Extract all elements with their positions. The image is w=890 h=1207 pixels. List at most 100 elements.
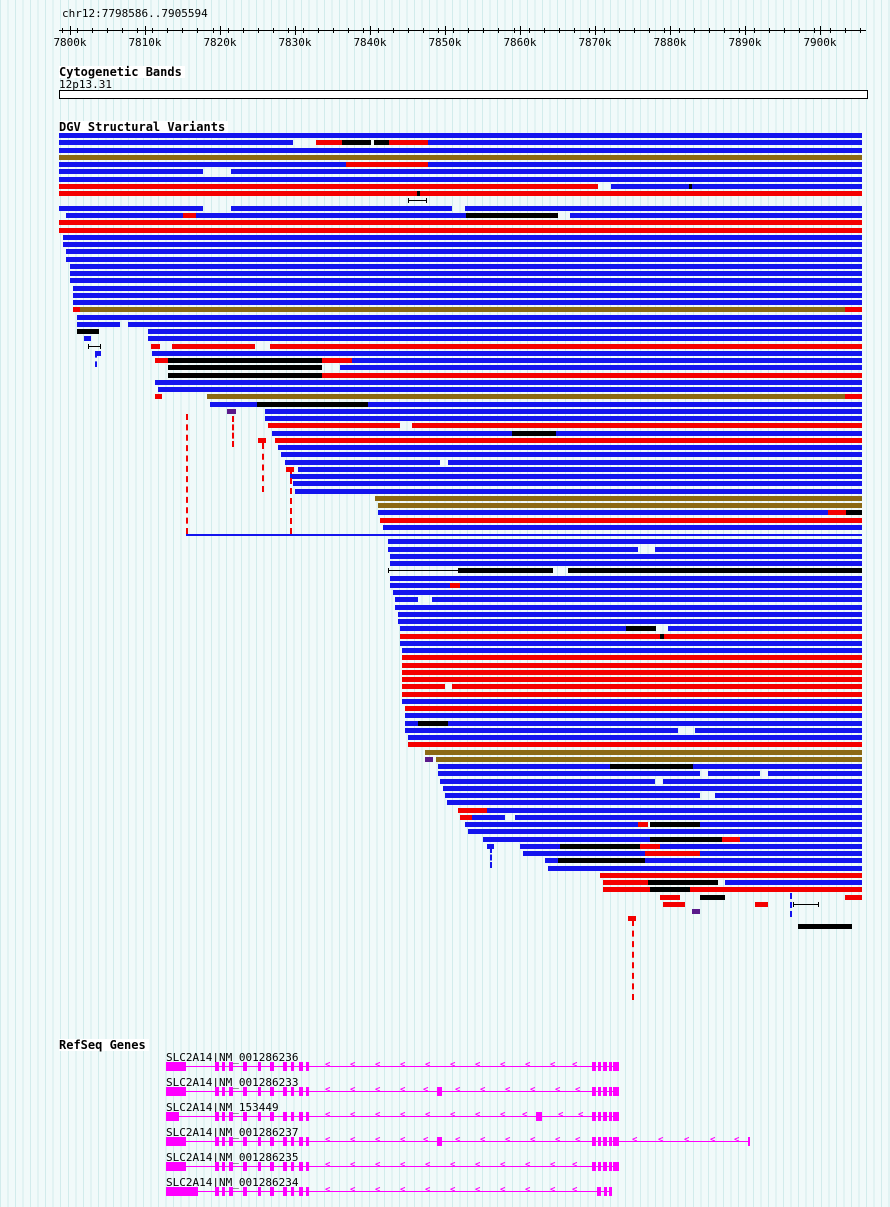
- variant-bar[interactable]: [152, 351, 862, 356]
- gene-exon[interactable]: [299, 1137, 303, 1146]
- variant-bar[interactable]: [405, 706, 862, 711]
- gene-exon[interactable]: [166, 1112, 179, 1121]
- variant-bar[interactable]: [231, 206, 452, 211]
- variant-bar[interactable]: [450, 583, 460, 588]
- gene-exon[interactable]: [306, 1137, 309, 1146]
- gene-exon[interactable]: [299, 1087, 303, 1096]
- gene-exon[interactable]: [306, 1162, 309, 1171]
- gene-exon[interactable]: [215, 1137, 219, 1146]
- variant-bar[interactable]: [402, 677, 862, 682]
- variant-bar[interactable]: [155, 358, 168, 363]
- variant-bar[interactable]: [845, 895, 862, 900]
- variant-bar[interactable]: [59, 228, 862, 233]
- variant-bar[interactable]: [398, 612, 862, 617]
- gene-exon[interactable]: [536, 1112, 542, 1121]
- gene-exon[interactable]: [243, 1112, 247, 1121]
- variant-bar[interactable]: [95, 351, 101, 356]
- gene-exon[interactable]: [166, 1087, 186, 1096]
- variant-bar[interactable]: [428, 140, 862, 145]
- variant-bar[interactable]: [258, 438, 266, 443]
- gene-exon[interactable]: [603, 1137, 607, 1146]
- variant-bar[interactable]: [393, 590, 862, 595]
- variant-bar[interactable]: [436, 757, 862, 762]
- variant-bar[interactable]: [168, 358, 322, 363]
- gene-exon[interactable]: [222, 1112, 225, 1121]
- variant-bar[interactable]: [402, 655, 862, 660]
- gene-exon[interactable]: [592, 1162, 596, 1171]
- variant-bar[interactable]: [172, 344, 255, 349]
- variant-bar[interactable]: [389, 140, 428, 145]
- variant-bar[interactable]: [438, 771, 700, 776]
- variant-bar[interactable]: [512, 431, 556, 436]
- variant-bar[interactable]: [798, 924, 852, 929]
- variant-bar[interactable]: [466, 213, 558, 218]
- variant-bar[interactable]: [465, 206, 862, 211]
- variant-bar[interactable]: [196, 213, 466, 218]
- variant-bar[interactable]: [340, 365, 862, 370]
- gene-exon[interactable]: [306, 1087, 309, 1096]
- gene-exon[interactable]: [166, 1137, 186, 1146]
- variant-bar[interactable]: [405, 713, 862, 718]
- variant-bar[interactable]: [70, 278, 862, 283]
- variant-bar[interactable]: [460, 815, 472, 820]
- cytoband-box[interactable]: [59, 90, 868, 99]
- variant-bar[interactable]: [695, 728, 862, 733]
- variant-bar[interactable]: [725, 880, 862, 885]
- gene-exon[interactable]: [291, 1162, 294, 1171]
- variant-bar[interactable]: [693, 764, 862, 769]
- gene-exon[interactable]: [258, 1112, 261, 1121]
- gene-exon[interactable]: [613, 1162, 619, 1171]
- variant-bar[interactable]: [400, 634, 660, 639]
- variant-bar[interactable]: [405, 728, 678, 733]
- variant-bar[interactable]: [278, 445, 862, 450]
- variant-bar[interactable]: [570, 213, 862, 218]
- variant-bar[interactable]: [128, 322, 862, 327]
- variant-bar[interactable]: [660, 844, 862, 849]
- variant-bar[interactable]: [59, 148, 862, 153]
- variant-bar[interactable]: [268, 423, 400, 428]
- variant-bar[interactable]: [77, 329, 99, 334]
- variant-bar[interactable]: [378, 510, 828, 515]
- variant-bar[interactable]: [322, 358, 352, 363]
- variant-bar[interactable]: [155, 394, 162, 399]
- variant-bar[interactable]: [59, 140, 293, 145]
- variant-bar[interactable]: [80, 307, 845, 312]
- variant-bar[interactable]: [845, 394, 862, 399]
- variant-bar[interactable]: [448, 721, 862, 726]
- variant-bar[interactable]: [383, 525, 862, 530]
- variant-bar[interactable]: [650, 837, 722, 842]
- variant-bar[interactable]: [692, 909, 700, 914]
- variant-bar[interactable]: [378, 503, 862, 508]
- gene-exon[interactable]: [270, 1137, 274, 1146]
- variant-bar[interactable]: [73, 293, 862, 298]
- variant-bar[interactable]: [59, 177, 862, 182]
- variant-bar[interactable]: [428, 162, 862, 167]
- variant-bar[interactable]: [66, 257, 862, 262]
- variant-bar[interactable]: [487, 808, 862, 813]
- variant-bar[interactable]: [270, 344, 862, 349]
- variant-bar[interactable]: [465, 822, 638, 827]
- variant-bar[interactable]: [390, 583, 450, 588]
- variant-bar[interactable]: [63, 242, 862, 247]
- gene-exon[interactable]: [603, 1162, 607, 1171]
- variant-bar[interactable]: [59, 162, 346, 167]
- variant-bar[interactable]: [281, 452, 862, 457]
- variant-bar[interactable]: [73, 307, 80, 312]
- variant-bar[interactable]: [402, 699, 862, 704]
- variant-bar[interactable]: [755, 902, 768, 907]
- gene-exon[interactable]: [222, 1087, 225, 1096]
- variant-bar[interactable]: [70, 264, 862, 269]
- variant-bar[interactable]: [568, 568, 862, 573]
- variant-bar[interactable]: [186, 534, 862, 536]
- variant-bar[interactable]: [210, 402, 257, 407]
- variant-bar[interactable]: [398, 619, 862, 624]
- variant-bar[interactable]: [158, 387, 862, 392]
- variant-bar[interactable]: [440, 779, 655, 784]
- gene-exon[interactable]: [229, 1087, 233, 1096]
- variant-bar[interactable]: [63, 235, 862, 240]
- variant-bar[interactable]: [66, 249, 862, 254]
- variant-bar[interactable]: [603, 887, 650, 892]
- variant-bar[interactable]: [700, 851, 862, 856]
- variant-bar[interactable]: [342, 140, 371, 145]
- variant-bar[interactable]: [520, 844, 560, 849]
